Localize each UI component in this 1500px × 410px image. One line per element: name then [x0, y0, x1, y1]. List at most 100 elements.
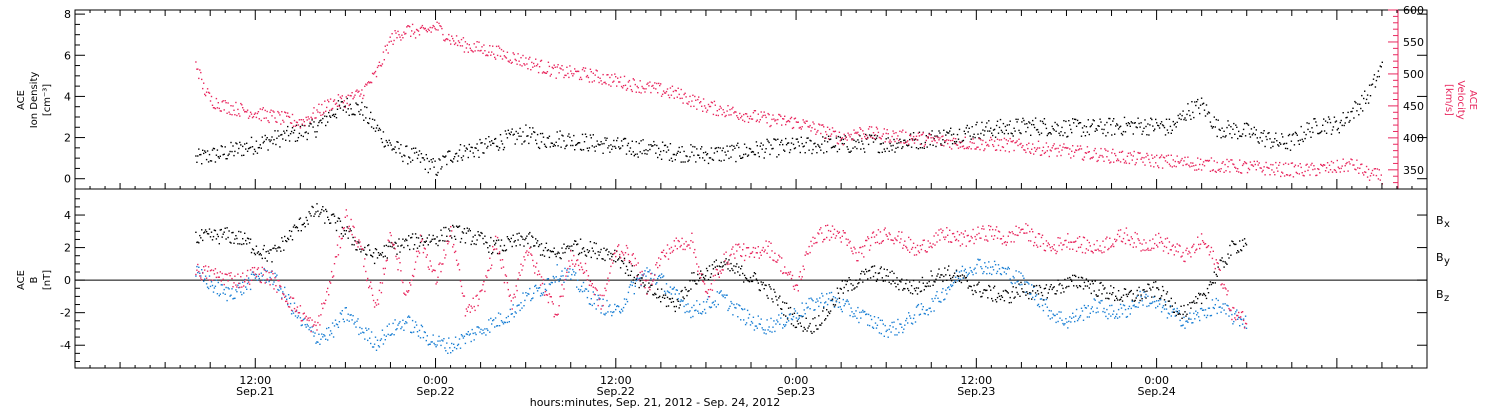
by-point: [723, 294, 725, 296]
velocity-point: [369, 82, 371, 84]
velocity-point: [786, 120, 789, 122]
velocity-point: [1077, 149, 1080, 151]
by-point: [317, 341, 319, 343]
by-point: [364, 338, 366, 340]
density-point: [1160, 121, 1163, 123]
velocity-point: [1080, 148, 1083, 150]
density-point: [1215, 118, 1217, 121]
density-point: [1154, 128, 1156, 130]
velocity-point: [1003, 137, 1006, 140]
by-point: [789, 313, 792, 315]
bx-point: [388, 241, 390, 243]
bx-point: [1173, 311, 1175, 313]
velocity-point: [804, 122, 806, 124]
bx-point: [660, 301, 662, 303]
by-point: [410, 331, 412, 333]
density-point: [202, 149, 204, 151]
bx-point: [1095, 294, 1097, 296]
density-point: [391, 149, 393, 151]
by-point: [779, 323, 781, 325]
bx-point: [940, 274, 942, 276]
by-point: [216, 293, 219, 295]
density-point: [292, 132, 295, 134]
density-point: [956, 133, 959, 136]
by-point: [409, 316, 411, 318]
velocity-point: [267, 120, 269, 122]
density-point: [1047, 133, 1049, 135]
bx-point: [748, 281, 751, 283]
bx-point: [973, 284, 975, 287]
by-point: [565, 278, 567, 281]
density-point: [520, 135, 522, 137]
by-point: [884, 324, 886, 327]
velocity-point: [790, 116, 793, 119]
velocity-point: [331, 107, 334, 110]
velocity-point: [466, 43, 468, 45]
bx-point: [1164, 304, 1167, 306]
bx-point: [1190, 307, 1192, 309]
velocity-point: [1339, 171, 1341, 173]
density-point: [979, 137, 981, 140]
density-point: [1249, 136, 1252, 138]
velocity-point: [578, 78, 581, 81]
density-point: [619, 148, 621, 150]
bx-point: [575, 240, 577, 242]
density-point: [893, 138, 895, 141]
velocity-point: [702, 98, 705, 100]
by-point: [428, 343, 430, 345]
density-point: [413, 152, 416, 154]
density-point: [371, 118, 374, 120]
by-point: [729, 305, 731, 307]
by-point: [1139, 290, 1141, 293]
density-point: [288, 140, 291, 142]
by-point: [476, 326, 478, 328]
bx-point: [358, 242, 360, 244]
density-point: [306, 138, 308, 141]
density-point: [1361, 94, 1363, 97]
by-point: [490, 317, 492, 320]
by-point: [650, 277, 652, 280]
by-point: [324, 335, 326, 337]
bx-point: [1000, 295, 1003, 297]
density-point: [1247, 124, 1250, 126]
bx-point: [992, 300, 994, 302]
bx-point: [890, 283, 892, 285]
velocity-point: [703, 105, 706, 107]
bx-point: [768, 284, 770, 286]
density-point: [322, 117, 324, 120]
by-point: [754, 325, 757, 327]
by-point: [529, 287, 531, 290]
by-point: [692, 315, 694, 318]
bz-point: [204, 269, 206, 271]
bx-point: [355, 249, 357, 251]
density-point: [1009, 120, 1011, 122]
density-point: [453, 158, 455, 160]
velocity-point: [913, 142, 916, 144]
density-point: [419, 161, 422, 163]
density-point: [216, 149, 219, 151]
bx-point: [680, 290, 682, 293]
velocity-point: [1169, 165, 1172, 167]
by-point: [517, 304, 519, 306]
by-point: [439, 340, 441, 342]
by-point: [325, 338, 327, 340]
velocity-point: [1275, 161, 1277, 164]
by-point: [915, 306, 918, 308]
velocity-point: [1026, 144, 1028, 146]
by-point: [1097, 311, 1099, 313]
velocity-point: [960, 141, 963, 143]
density-point: [1206, 113, 1209, 115]
by-point: [413, 326, 416, 329]
density-point: [196, 161, 198, 163]
velocity-point: [929, 133, 931, 136]
bx-point: [601, 258, 603, 260]
by-point: [334, 319, 337, 321]
by-point: [935, 294, 937, 297]
density-point: [661, 141, 664, 143]
by-point: [815, 301, 817, 303]
density-point: [255, 140, 258, 142]
density-tick-label: 4: [64, 90, 71, 103]
density-point: [445, 155, 447, 157]
bx-point: [293, 224, 296, 226]
by-point: [453, 346, 456, 349]
